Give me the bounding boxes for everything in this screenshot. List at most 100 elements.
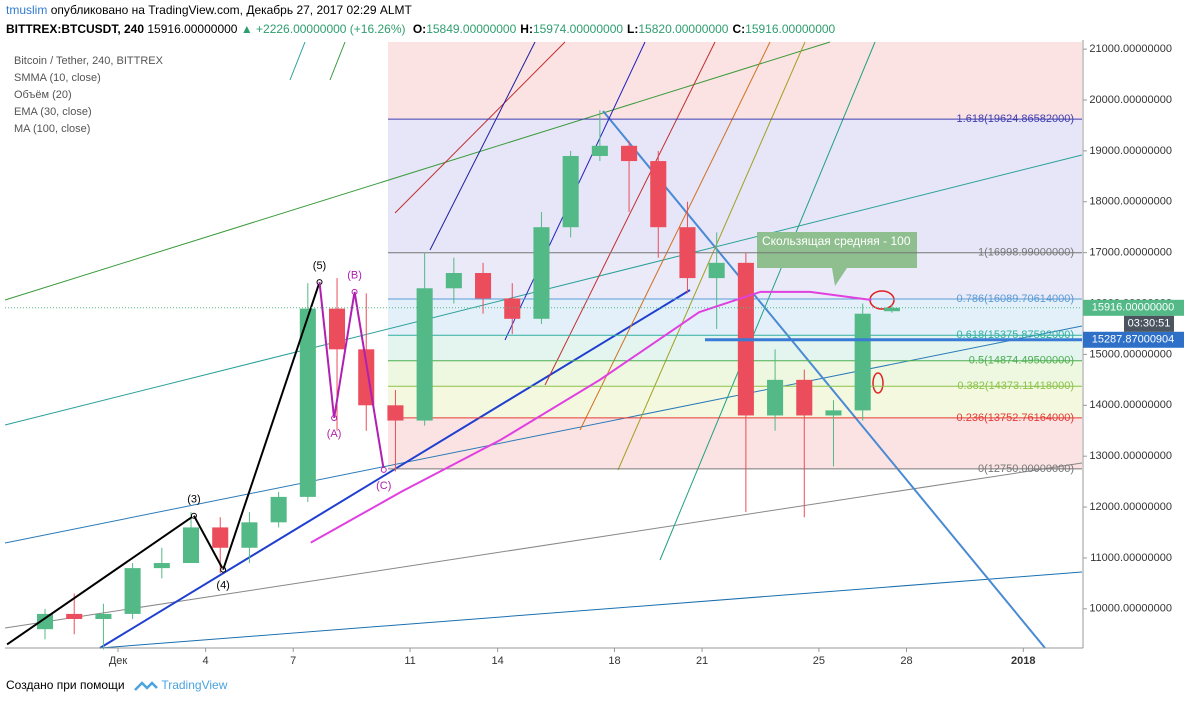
indicator: EMA (30, close) bbox=[14, 106, 92, 118]
fan-line bbox=[394, 41, 566, 214]
y-tick-label: 14000.00000000 bbox=[1089, 399, 1172, 411]
x-tick-label: 4 bbox=[203, 655, 209, 667]
x-tick-label: 14 bbox=[492, 655, 504, 667]
annotation-box bbox=[757, 232, 917, 286]
candle-body bbox=[825, 410, 842, 416]
fan-line bbox=[617, 41, 806, 471]
ohlc-item: C:15916.00000000 bbox=[732, 22, 835, 36]
author[interactable]: tmuslim bbox=[6, 3, 48, 17]
change: ▲ +2226.00000000 (+16.26%) bbox=[240, 22, 406, 36]
fib-label: 0.382(14373.11418000) bbox=[957, 380, 1074, 392]
y-tick-label: 18000.00000000 bbox=[1089, 196, 1172, 208]
y-tick-label: 17000.00000000 bbox=[1089, 247, 1172, 259]
y-tick-label: 20000.00000000 bbox=[1089, 94, 1172, 106]
x-tick-label: 7 bbox=[290, 655, 296, 667]
wave-segment bbox=[193, 515, 225, 571]
fan-line bbox=[289, 41, 306, 81]
indicator: MA (100, close) bbox=[14, 123, 90, 135]
countdown: 03:30:51 bbox=[1128, 318, 1171, 330]
candle-body bbox=[299, 308, 316, 497]
fan-line bbox=[544, 41, 716, 386]
fib-band bbox=[388, 360, 1082, 387]
countdown-tag bbox=[1124, 315, 1174, 332]
ohlc-value: 15916.00000000 bbox=[745, 22, 836, 36]
candle-body bbox=[591, 145, 608, 156]
candle-body bbox=[767, 379, 784, 416]
wave-label: (A) bbox=[327, 428, 342, 440]
indicator: Объём (20) bbox=[14, 89, 72, 101]
fan-line bbox=[579, 41, 771, 431]
candle-body bbox=[796, 379, 813, 416]
last-price: 15916.00000000 bbox=[147, 22, 238, 36]
candle-body bbox=[153, 563, 170, 569]
ohlc-key: H: bbox=[520, 22, 533, 36]
wave-segment bbox=[6, 514, 195, 646]
y-tick-label: 11000.00000000 bbox=[1090, 552, 1172, 564]
candle-body bbox=[883, 307, 900, 312]
candle-body bbox=[416, 288, 433, 421]
wave-segment bbox=[318, 282, 336, 419]
candle-body bbox=[95, 613, 112, 619]
x-tick-label: 25 bbox=[813, 655, 825, 667]
y-tick-label: 10000.00000000 bbox=[1089, 603, 1172, 615]
ohlc-item: O:15849.00000000 bbox=[413, 22, 516, 36]
x-tick-label: 18 bbox=[608, 655, 620, 667]
ohlc-value: 15849.00000000 bbox=[426, 22, 517, 36]
indicator: SMMA (10, close) bbox=[14, 72, 101, 84]
candle-body bbox=[562, 155, 579, 228]
annotation: Скользящая средняя - 100 bbox=[762, 234, 911, 248]
candle-body bbox=[66, 613, 83, 619]
wave-label: (C) bbox=[376, 480, 391, 492]
logo-mark bbox=[134, 681, 158, 691]
fib-band bbox=[388, 298, 1082, 336]
y-tick-label: 13000.00000000 bbox=[1089, 450, 1172, 462]
fan-line bbox=[329, 41, 346, 81]
fan-line bbox=[659, 41, 876, 561]
logo bbox=[134, 681, 158, 691]
price-tag bbox=[1083, 299, 1184, 316]
candle-body bbox=[124, 568, 141, 614]
wave-label: (4) bbox=[216, 580, 229, 592]
candle-body bbox=[212, 527, 229, 548]
wave-label: (B) bbox=[347, 270, 362, 282]
brand[interactable]: TradingView bbox=[161, 678, 228, 692]
y-tick-label: 15000.00000000 bbox=[1089, 348, 1172, 360]
candle-body bbox=[533, 227, 550, 319]
candle-body bbox=[329, 308, 346, 350]
fib-label: 0.618(15375.87582000) bbox=[957, 329, 1074, 341]
fib-label: 0(12750.00000000) bbox=[978, 463, 1074, 475]
ohlc-item: L:15820.00000000 bbox=[627, 22, 728, 36]
ma-line bbox=[310, 290, 872, 544]
wave-point bbox=[380, 466, 387, 473]
candle-body bbox=[650, 161, 667, 228]
annotation-holder: Скользящая средняя - 100 bbox=[762, 234, 911, 248]
level-tag bbox=[1083, 331, 1184, 348]
trend-line bbox=[602, 110, 1046, 649]
candle-body bbox=[679, 227, 696, 279]
wave-segment bbox=[333, 291, 356, 419]
footer-text: Создано при помощи bbox=[6, 678, 125, 692]
y-tick-label: 19000.00000000 bbox=[1089, 145, 1172, 157]
wave-label: (3) bbox=[187, 494, 200, 506]
candle-body bbox=[621, 145, 638, 162]
fib-band bbox=[388, 119, 1082, 253]
fib-band bbox=[388, 42, 1082, 120]
fib-label: 0.786(16089.70614000) bbox=[957, 293, 1074, 305]
fib-label: 1(16998.99000000) bbox=[978, 247, 1074, 259]
y-tick-label: 21000.00000000 bbox=[1089, 43, 1172, 55]
trend-line bbox=[4, 462, 1083, 629]
wave-label: (5) bbox=[313, 260, 326, 272]
ohlc-key: O: bbox=[412, 22, 427, 36]
fan-line bbox=[429, 41, 536, 251]
ohlc-key: L: bbox=[627, 22, 639, 36]
wave-segment bbox=[353, 291, 385, 471]
fib-bands bbox=[388, 42, 1082, 469]
x-tick-label: 11 bbox=[404, 655, 415, 667]
ohlc-key: C: bbox=[732, 22, 746, 36]
x-tick-label: 28 bbox=[900, 655, 912, 667]
fib-label: 1.618(19624.86582000) bbox=[957, 113, 1074, 125]
symbol: BITTREX:BTCUSDT, 240 bbox=[6, 22, 145, 36]
wave-segment bbox=[222, 281, 321, 570]
candle-body bbox=[708, 262, 725, 279]
